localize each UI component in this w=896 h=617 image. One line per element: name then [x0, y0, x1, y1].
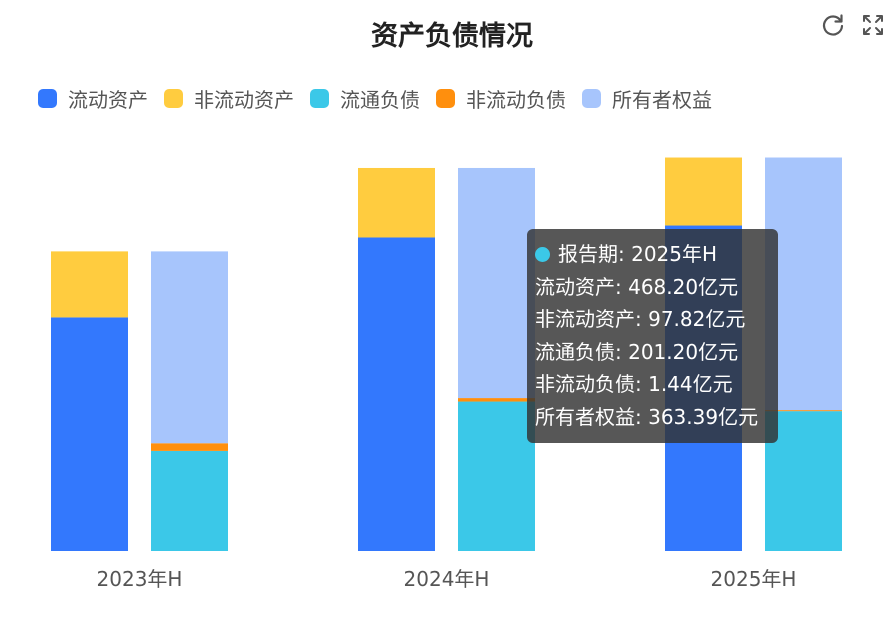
legend-swatch [310, 89, 329, 108]
bar-segment[interactable] [151, 450, 228, 551]
legend-item-non-current-assets[interactable]: 非流动资产 [164, 84, 294, 113]
legend-label: 流通负债 [340, 88, 420, 112]
tooltip-line: 非流动资产: 97.82亿元 [535, 307, 746, 331]
chart-tooltip: 报告期: 2025年H 流动资产: 468.20亿元 非流动资产: 97.82亿… [527, 229, 778, 443]
tooltip-marker [535, 247, 550, 262]
toolbar [820, 12, 886, 38]
legend-swatch [38, 89, 57, 108]
legend-swatch [164, 89, 183, 108]
tooltip-line: 流通负债: 201.20亿元 [535, 339, 739, 364]
tooltip-line: 流动资产: 468.20亿元 [535, 274, 739, 299]
legend-label: 非流动负债 [466, 88, 566, 112]
bar-segment[interactable] [358, 237, 435, 552]
tooltip-period: 报告期: 2025年H [558, 242, 718, 266]
tooltip-period-line: 报告期: 2025年H [535, 238, 778, 271]
chart-legend: 流动资产 非流动资产 流通负债 非流动负债 所有者权益 [38, 84, 728, 113]
bar-segment[interactable] [358, 167, 435, 238]
legend-item-non-current-liabilities[interactable]: 非流动负债 [436, 84, 566, 113]
bar-segment[interactable] [151, 251, 228, 444]
bar-segment[interactable] [665, 157, 742, 226]
legend-label: 所有者权益 [612, 88, 712, 112]
legend-item-owners-equity[interactable]: 所有者权益 [582, 84, 712, 113]
bar-segment[interactable] [51, 251, 128, 318]
legend-item-current-assets[interactable]: 流动资产 [38, 84, 148, 113]
tooltip-line: 非流动负债: 1.44亿元 [535, 372, 733, 396]
bar-segment[interactable] [458, 398, 535, 402]
x-tick-label: 2024年H [404, 567, 490, 591]
x-tick-label: 2023年H [97, 567, 183, 591]
fullscreen-icon[interactable] [860, 12, 886, 38]
x-tick-label: 2025年H [711, 567, 797, 591]
legend-swatch [582, 89, 601, 108]
legend-item-current-liabilities[interactable]: 流通负债 [310, 84, 420, 113]
tooltip-line: 所有者权益: 363.39亿元 [535, 404, 759, 429]
bar-segment[interactable] [51, 317, 128, 551]
bar-segment[interactable] [458, 167, 535, 399]
legend-label: 流动资产 [68, 88, 148, 112]
bar-segment[interactable] [458, 401, 535, 551]
chart-title: 资产负债情况 [371, 21, 533, 52]
refresh-icon[interactable] [820, 12, 846, 38]
legend-label: 非流动资产 [194, 88, 294, 112]
bar-segment[interactable] [151, 443, 228, 451]
bar-segment[interactable] [765, 410, 842, 412]
legend-swatch [436, 89, 455, 108]
